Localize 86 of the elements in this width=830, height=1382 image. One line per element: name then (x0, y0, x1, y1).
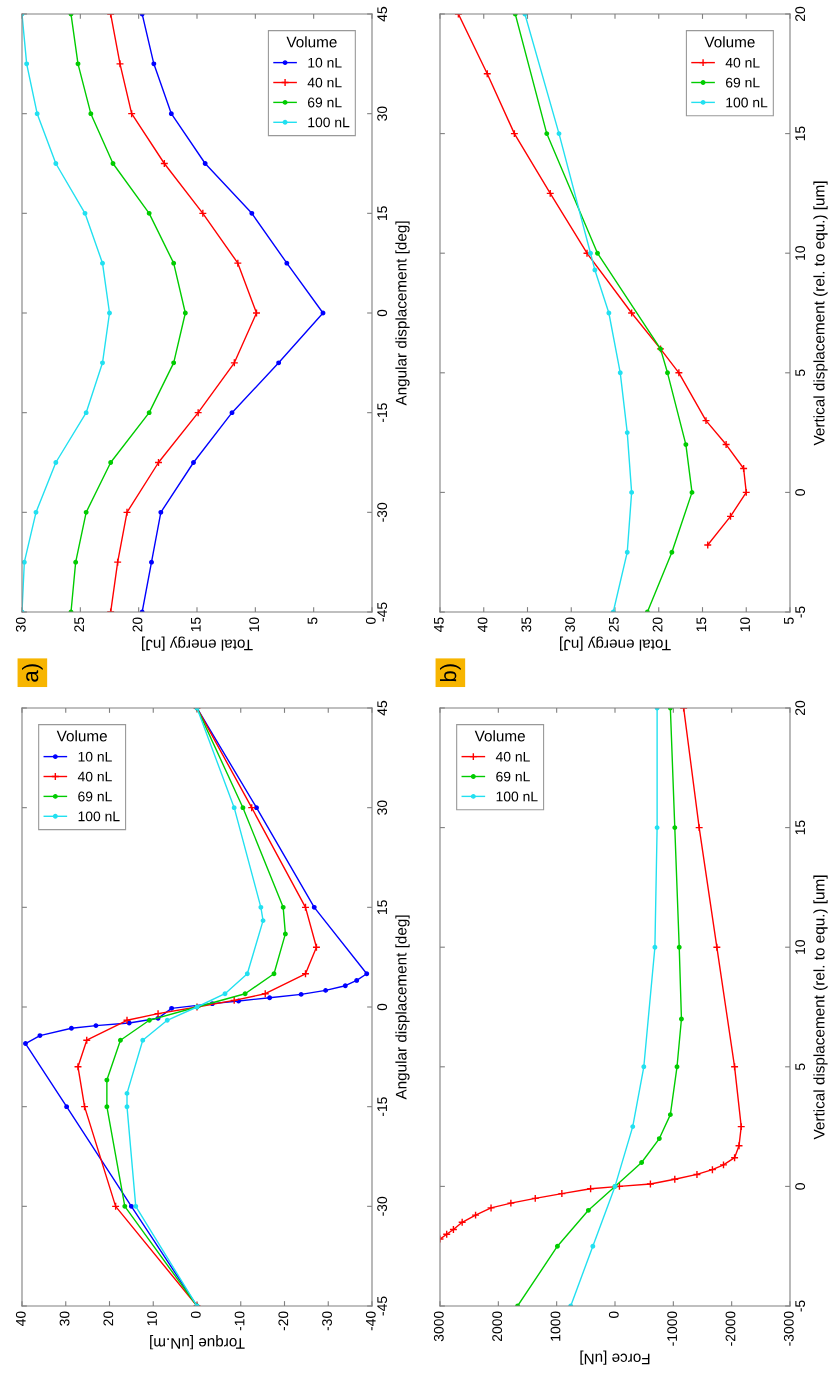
x-tick-label: 10 (740, 617, 750, 632)
y-tick-label: 0 (795, 1183, 806, 1190)
legend-label: 69 nL (496, 771, 530, 782)
y-tick-label: -45 (377, 1296, 388, 1316)
x-tick-label: 0 (190, 1311, 201, 1319)
legend-label: 10 nL (308, 57, 342, 68)
legend-label: 100 nL (78, 811, 120, 822)
y-axis-title: Vertical displacement (rel. to equ.) [um] (813, 181, 828, 446)
y-tick-label: -5 (795, 1300, 806, 1312)
x-tick-label: -40 (365, 1311, 376, 1331)
x-axis-title: Force [uN] (580, 1350, 650, 1365)
legend-label: 100 nL (496, 791, 538, 802)
y-tick-label: 0 (377, 1003, 388, 1011)
x-axis-title: Total energy [nJ] (560, 636, 671, 651)
legend-title: Volume (704, 36, 755, 48)
x-tick-label: 20 (652, 617, 663, 632)
y-tick-label: -30 (377, 502, 388, 522)
x-tick-label: 45 (434, 617, 444, 632)
y-tick-label: 10 (795, 246, 806, 260)
y-tick-label: 0 (377, 309, 388, 317)
legend-label: 40 nL (495, 751, 530, 762)
x-tick-label: 25 (608, 617, 619, 632)
y-tick-label: 45 (377, 700, 388, 716)
y-tick-label: 30 (377, 106, 388, 121)
legend-title: Volume (474, 730, 525, 742)
x-tick-label: 30 (59, 1311, 70, 1326)
y-axis-title: Angular displacement [deg] (395, 915, 410, 1100)
x-tick-label: 30 (565, 617, 575, 632)
x-tick-label: 40 (477, 617, 488, 632)
x-tick-label: 20 (132, 617, 143, 632)
legend-label: 10 nL (78, 751, 112, 762)
legend-title: Volume (286, 36, 337, 48)
y-axis-title: Angular displacement [deg] (395, 221, 410, 406)
x-tick-label: 0 (365, 617, 376, 625)
legend-label: 69 nL (726, 77, 760, 88)
y-tick-label: 45 (377, 6, 388, 22)
x-tick-label: 0 (608, 1311, 619, 1319)
x-tick-label: 10 (249, 617, 260, 632)
y-tick-label: 20 (795, 6, 806, 22)
legend-label: 100 nL (726, 97, 768, 108)
x-tick-label: -10 (234, 1311, 245, 1331)
x-tick-label: 10 (147, 1311, 157, 1326)
x-tick-label: -1000 (667, 1311, 678, 1346)
y-tick-label: 0 (795, 489, 806, 496)
x-axis-title: Total energy [nJ] (142, 636, 253, 651)
y-tick-label: 10 (795, 940, 806, 954)
x-tick-label: 30 (15, 617, 26, 632)
y-tick-label: -15 (377, 403, 388, 423)
y-tick-label: 30 (377, 800, 388, 815)
y-tick-label: -15 (377, 1097, 388, 1117)
text: b) (440, 664, 461, 682)
x-tick-label: 35 (521, 617, 532, 632)
legend-title: Volume (56, 730, 107, 742)
x-tick-label: 5 (784, 617, 794, 625)
text: a) (22, 664, 43, 682)
x-tick-label: -20 (278, 1311, 289, 1331)
y-tick-label: -30 (377, 1196, 388, 1216)
x-tick-label: -3000 (783, 1311, 794, 1346)
legend-label: 40 nL (77, 771, 112, 782)
x-tick-label: 15 (696, 617, 707, 632)
y-tick-label: -45 (377, 602, 388, 622)
x-tick-label: 15 (191, 617, 201, 632)
y-tick-label: 15 (795, 126, 806, 141)
x-tick-label: -30 (322, 1311, 332, 1331)
y-tick-label: 15 (795, 820, 806, 835)
legend-label: 100 nL (308, 117, 350, 128)
x-tick-label: -2000 (725, 1311, 736, 1346)
y-tick-label: 15 (377, 900, 388, 914)
x-tick-label: 1000 (550, 1311, 561, 1341)
x-tick-label: 40 (15, 1311, 26, 1326)
x-tick-label: 25 (74, 617, 85, 632)
legend-label: 40 nL (307, 77, 342, 88)
y-axis-title: Vertical displacement (rel. to equ.) [um] (813, 875, 828, 1140)
x-axis-title: Torque [uN.m] (150, 1335, 245, 1350)
x-tick-label: 3000 (433, 1311, 444, 1342)
legend-label: 69 nL (78, 791, 112, 802)
x-tick-label: 2000 (492, 1311, 503, 1342)
x-tick-label: 20 (103, 1311, 114, 1326)
y-tick-label: 5 (795, 369, 806, 377)
y-tick-label: 15 (377, 206, 388, 220)
x-tick-label: 5 (307, 617, 318, 625)
y-tick-label: 20 (795, 700, 806, 716)
y-tick-label: -5 (795, 606, 806, 618)
y-tick-label: 5 (795, 1063, 806, 1071)
legend-label: 69 nL (308, 97, 342, 108)
legend-label: 40 nL (725, 57, 760, 68)
